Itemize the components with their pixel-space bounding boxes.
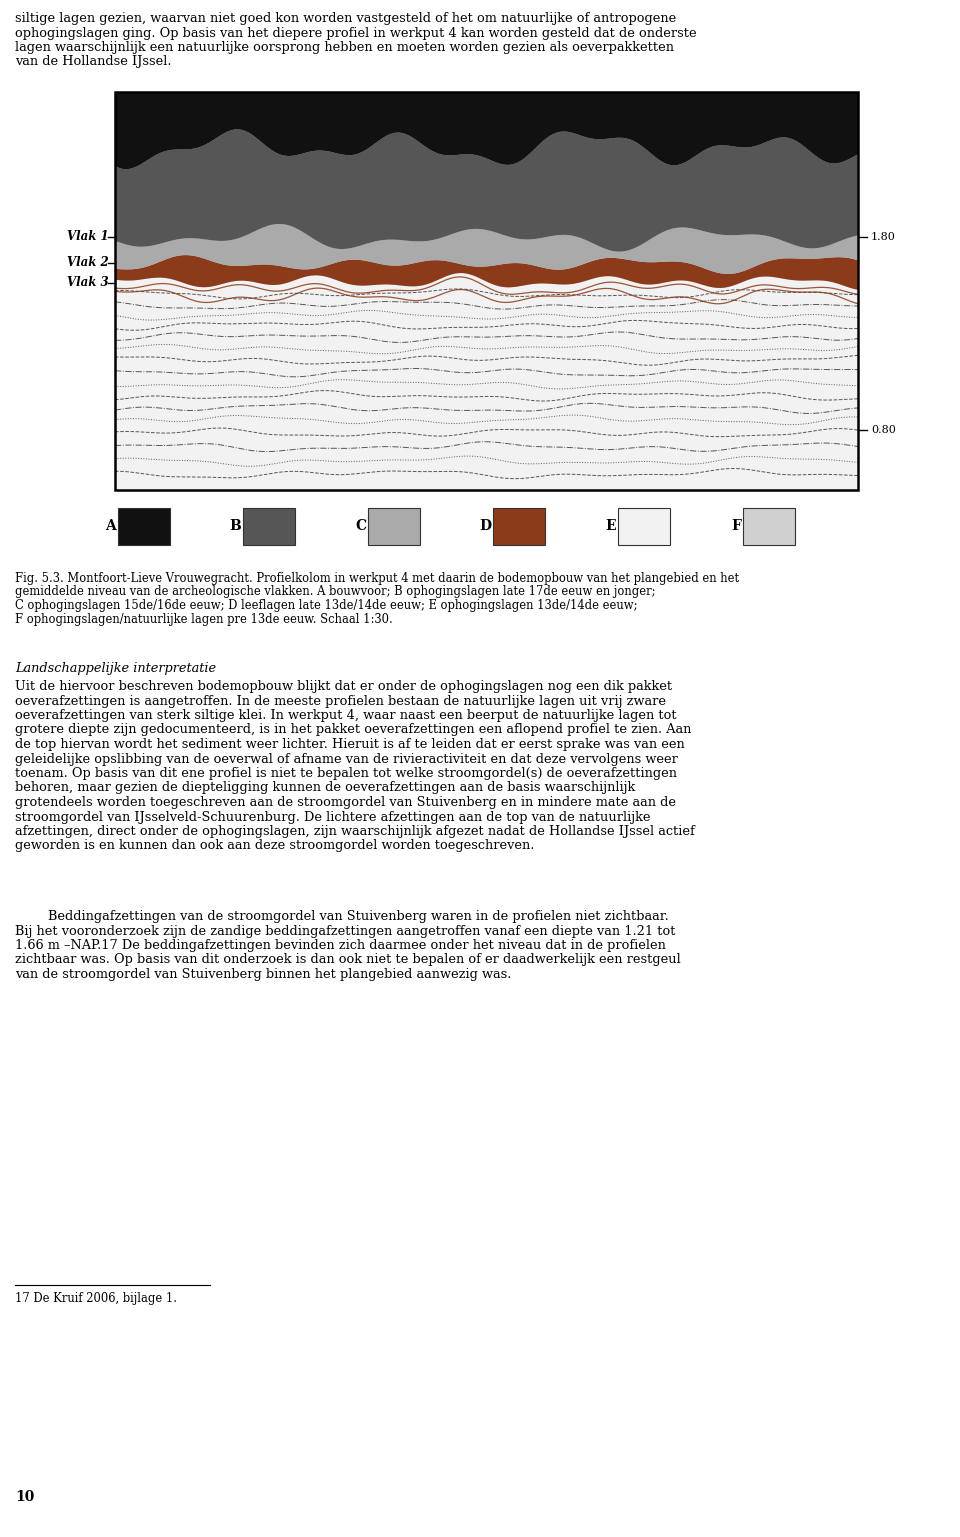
Bar	[368, 509, 420, 546]
Polygon shape	[115, 274, 858, 490]
Text: D: D	[479, 520, 491, 533]
Bar	[743, 509, 795, 546]
Text: de top hiervan wordt het sediment weer lichter. Hieruit is af te leiden dat er e: de top hiervan wordt het sediment weer l…	[15, 738, 684, 752]
Text: 10: 10	[15, 1489, 35, 1505]
Text: van de stroomgordel van Stuivenberg binnen het plangebied aanwezig was.: van de stroomgordel van Stuivenberg binn…	[15, 968, 512, 981]
Text: afzettingen, direct onder de ophogingslagen, zijn waarschijnlijk afgezet nadat d: afzettingen, direct onder de ophogingsla…	[15, 825, 695, 838]
Text: stroomgordel van IJsselveld-Schuurenburg. De lichtere afzettingen aan de top van: stroomgordel van IJsselveld-Schuurenburg…	[15, 810, 651, 824]
Text: F: F	[732, 520, 741, 533]
Bar	[115, 92, 858, 490]
Text: C: C	[355, 520, 366, 533]
Text: Uit de hiervoor beschreven bodemopbouw blijkt dat er onder de ophogingslagen nog: Uit de hiervoor beschreven bodemopbouw b…	[15, 679, 672, 693]
Bar	[493, 509, 545, 546]
Text: Vlak 3: Vlak 3	[67, 277, 109, 289]
Text: Fig. 5.3. Montfoort-Lieve Vrouwegracht. Profielkolom in werkput 4 met daarin de : Fig. 5.3. Montfoort-Lieve Vrouwegracht. …	[15, 572, 739, 586]
Text: Vlak 2: Vlak 2	[67, 257, 109, 269]
Text: A: A	[106, 520, 116, 533]
Text: van de Hollandse IJssel.: van de Hollandse IJssel.	[15, 55, 172, 69]
Text: oeverafzettingen van sterk siltige klei. In werkput 4, waar naast een beerput de: oeverafzettingen van sterk siltige klei.…	[15, 709, 677, 722]
Text: Landschappelijke interpretatie: Landschappelijke interpretatie	[15, 662, 216, 675]
Text: 0.80: 0.80	[871, 426, 896, 435]
Text: ophogingslagen ging. Op basis van het diepere profiel in werkput 4 kan worden ge: ophogingslagen ging. Op basis van het di…	[15, 26, 697, 40]
Text: grotere diepte zijn gedocumenteerd, is in het pakket oeverafzettingen een aflope: grotere diepte zijn gedocumenteerd, is i…	[15, 724, 691, 736]
Text: geworden is en kunnen dan ook aan deze stroomgordel worden toegeschreven.: geworden is en kunnen dan ook aan deze s…	[15, 839, 535, 853]
Text: F ophogingslagen/natuurlijke lagen pre 13de eeuw. Schaal 1:30.: F ophogingslagen/natuurlijke lagen pre 1…	[15, 613, 393, 626]
Text: B: B	[229, 520, 241, 533]
Text: geleidelijke opslibbing van de oeverwal of afname van de rivieractiviteit en dat: geleidelijke opslibbing van de oeverwal …	[15, 753, 678, 765]
Text: 1.80: 1.80	[871, 232, 896, 241]
Text: zichtbaar was. Op basis van dit onderzoek is dan ook niet te bepalen of er daadw: zichtbaar was. Op basis van dit onderzoe…	[15, 953, 681, 967]
Bar	[243, 509, 295, 546]
Bar	[118, 509, 170, 546]
Text: siltige lagen gezien, waarvan niet goed kon worden vastgesteld of het om natuurl: siltige lagen gezien, waarvan niet goed …	[15, 12, 676, 25]
Polygon shape	[115, 255, 858, 290]
Text: lagen waarschijnlijk een natuurlijke oorsprong hebben en moeten worden gezien al: lagen waarschijnlijk een natuurlijke oor…	[15, 41, 674, 54]
Bar	[618, 509, 670, 546]
Text: gemiddelde niveau van de archeologische vlakken. A bouwvoor; B ophogingslagen la: gemiddelde niveau van de archeologische …	[15, 586, 656, 598]
Text: E: E	[606, 520, 616, 533]
Text: Bij het vooronderzoek zijn de zandige beddingafzettingen aangetroffen vanaf een : Bij het vooronderzoek zijn de zandige be…	[15, 924, 676, 938]
Text: grotendeels worden toegeschreven aan de stroomgordel van Stuivenberg en in minde: grotendeels worden toegeschreven aan de …	[15, 796, 676, 808]
Text: C ophogingslagen 15de/16de eeuw; D leeflagen late 13de/14de eeuw; E ophogingslag: C ophogingslagen 15de/16de eeuw; D leefl…	[15, 599, 637, 612]
Text: Beddingafzettingen van de stroomgordel van Stuivenberg waren in de profielen nie: Beddingafzettingen van de stroomgordel v…	[15, 910, 669, 924]
Text: oeverafzettingen is aangetroffen. In de meeste profielen bestaan de natuurlijke : oeverafzettingen is aangetroffen. In de …	[15, 695, 666, 707]
Text: toenam. Op basis van dit ene profiel is niet te bepalen tot welke stroomgordel(s: toenam. Op basis van dit ene profiel is …	[15, 767, 677, 779]
Polygon shape	[115, 129, 858, 252]
Text: behoren, maar gezien de diepteligging kunnen de oeverafzettingen aan de basis wa: behoren, maar gezien de diepteligging ku…	[15, 781, 636, 795]
Text: 1.66 m –NAP.17 De beddingafzettingen bevinden zich daarmee onder het niveau dat : 1.66 m –NAP.17 De beddingafzettingen bev…	[15, 939, 666, 951]
Polygon shape	[115, 92, 858, 169]
Text: Vlak 1: Vlak 1	[67, 231, 109, 243]
Polygon shape	[115, 224, 858, 274]
Text: 17 De Kruif 2006, bijlage 1.: 17 De Kruif 2006, bijlage 1.	[15, 1293, 177, 1305]
